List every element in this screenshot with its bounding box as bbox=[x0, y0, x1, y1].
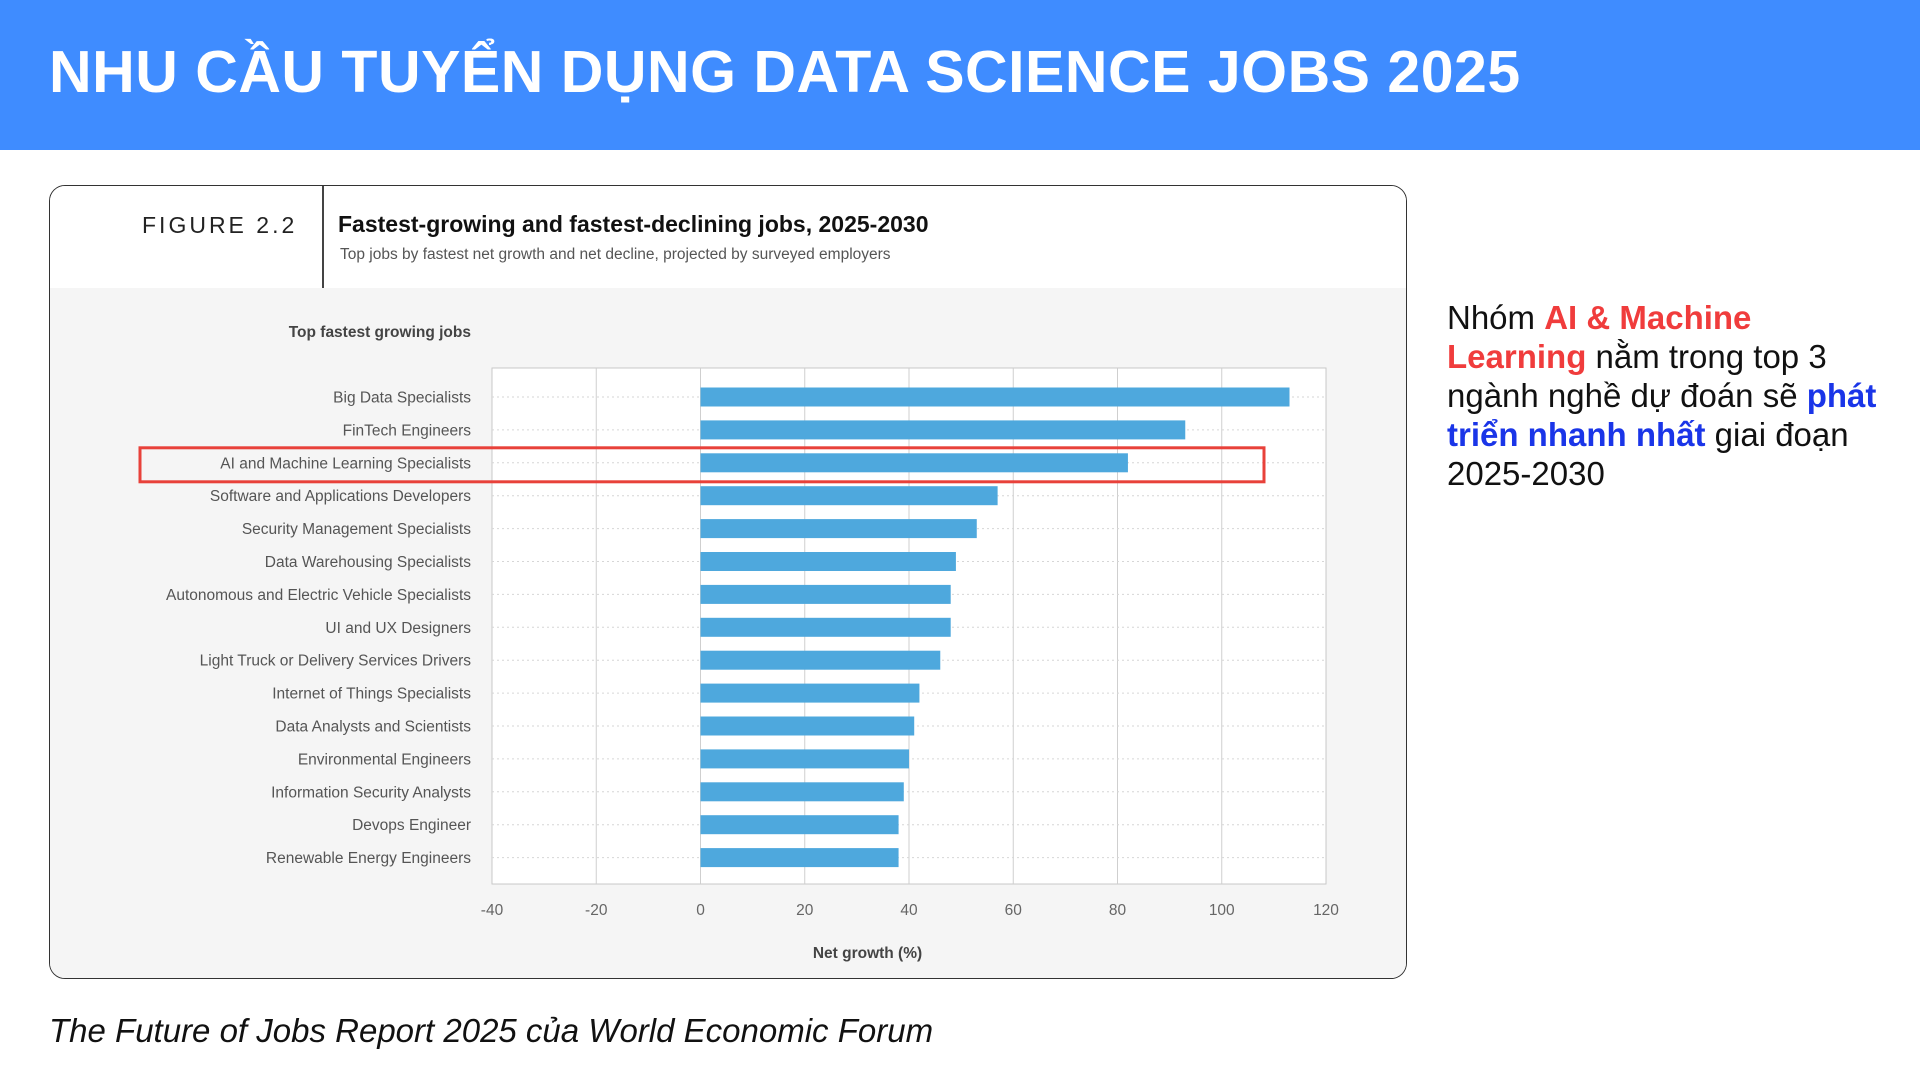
figure-subtitle: Top jobs by fastest net growth and net d… bbox=[340, 246, 891, 263]
category-label: FinTech Engineers bbox=[343, 422, 472, 439]
bar bbox=[700, 815, 899, 835]
category-label: Devops Engineer bbox=[352, 817, 471, 834]
category-label: Autonomous and Electric Vehicle Speciali… bbox=[166, 587, 471, 604]
category-label: Data Analysts and Scientists bbox=[275, 719, 471, 736]
chart-title: Top fastest growing jobs bbox=[289, 324, 471, 341]
category-label: Data Warehousing Specialists bbox=[265, 554, 471, 571]
bar bbox=[700, 486, 998, 506]
bar bbox=[700, 552, 956, 571]
category-label: Light Truck or Delivery Services Drivers bbox=[200, 653, 472, 670]
category-label: AI and Machine Learning Specialists bbox=[220, 455, 471, 472]
figure-divider bbox=[322, 186, 324, 288]
bar bbox=[700, 749, 909, 769]
side-note-part1: Nhóm bbox=[1447, 299, 1545, 336]
bar bbox=[700, 387, 1290, 407]
header-banner: NHU CẦU TUYỂN DỤNG DATA SCIENCE JOBS 202… bbox=[0, 0, 1920, 150]
bar bbox=[700, 453, 1128, 473]
figure-body: Big Data Specialists FinTech Engineers AI … bbox=[50, 288, 1406, 978]
x-tick-label: 100 bbox=[1209, 902, 1235, 919]
x-axis-label: Net growth (%) bbox=[813, 945, 922, 962]
side-note-highlight-red: AI & Machine Learning bbox=[1447, 299, 1752, 375]
figure-label: FIGURE 2.2 bbox=[142, 212, 298, 238]
bar bbox=[700, 683, 920, 703]
figure-title: Fastest-growing and fastest-declining jo… bbox=[338, 211, 929, 237]
bar bbox=[700, 782, 904, 802]
bar bbox=[700, 650, 941, 670]
x-tick-label: 0 bbox=[696, 902, 705, 919]
category-label: Software and Applications Developers bbox=[210, 488, 471, 505]
x-tick-label: 60 bbox=[1005, 902, 1023, 919]
x-tick-label: 40 bbox=[900, 902, 918, 919]
bar bbox=[700, 617, 951, 637]
figure-header: FIGURE 2.2 Fastest-growing and fastest-d… bbox=[50, 186, 1406, 288]
side-note-highlight-blue: phát triển nhanh nhất bbox=[1447, 377, 1877, 453]
x-tick-label: 120 bbox=[1313, 902, 1339, 919]
bar bbox=[700, 420, 1186, 440]
x-tick-label: 80 bbox=[1109, 902, 1127, 919]
page-title: NHU CẦU TUYỂN DỤNG DATA SCIENCE JOBS 202… bbox=[49, 39, 1521, 105]
category-label: Security Management Specialists bbox=[242, 521, 471, 538]
bar-chart: Big Data Specialists FinTech Engineers AI … bbox=[138, 324, 1339, 962]
category-label: Information Security Analysts bbox=[271, 784, 471, 801]
bar bbox=[700, 848, 899, 868]
x-tick-label: -40 bbox=[481, 902, 504, 919]
x-tick-label: 20 bbox=[796, 902, 814, 919]
highlight-box bbox=[138, 446, 1266, 484]
bar bbox=[700, 519, 977, 539]
category-label: Environmental Engineers bbox=[298, 751, 471, 768]
x-tick-label: -20 bbox=[585, 902, 608, 919]
bar bbox=[700, 584, 951, 604]
source-caption: The Future of Jobs Report 2025 của World… bbox=[49, 1012, 934, 1049]
category-label: Internet of Things Specialists bbox=[272, 686, 471, 703]
side-note: Nhóm AI & Machine Learning nằm trong top… bbox=[1447, 298, 1877, 493]
category-label: Big Data Specialists bbox=[333, 390, 471, 407]
category-label: UI and UX Designers bbox=[325, 620, 471, 637]
side-note-part3: giai đoạn 2025-2030 bbox=[1447, 416, 1849, 492]
figure-card: FIGURE 2.2 Fastest-growing and fastest-d… bbox=[49, 185, 1407, 979]
bar bbox=[700, 716, 915, 736]
category-label: Renewable Energy Engineers bbox=[266, 850, 471, 867]
side-note-part2: nằm trong top 3 ngành nghề dự đoán sẽ bbox=[1447, 338, 1827, 414]
